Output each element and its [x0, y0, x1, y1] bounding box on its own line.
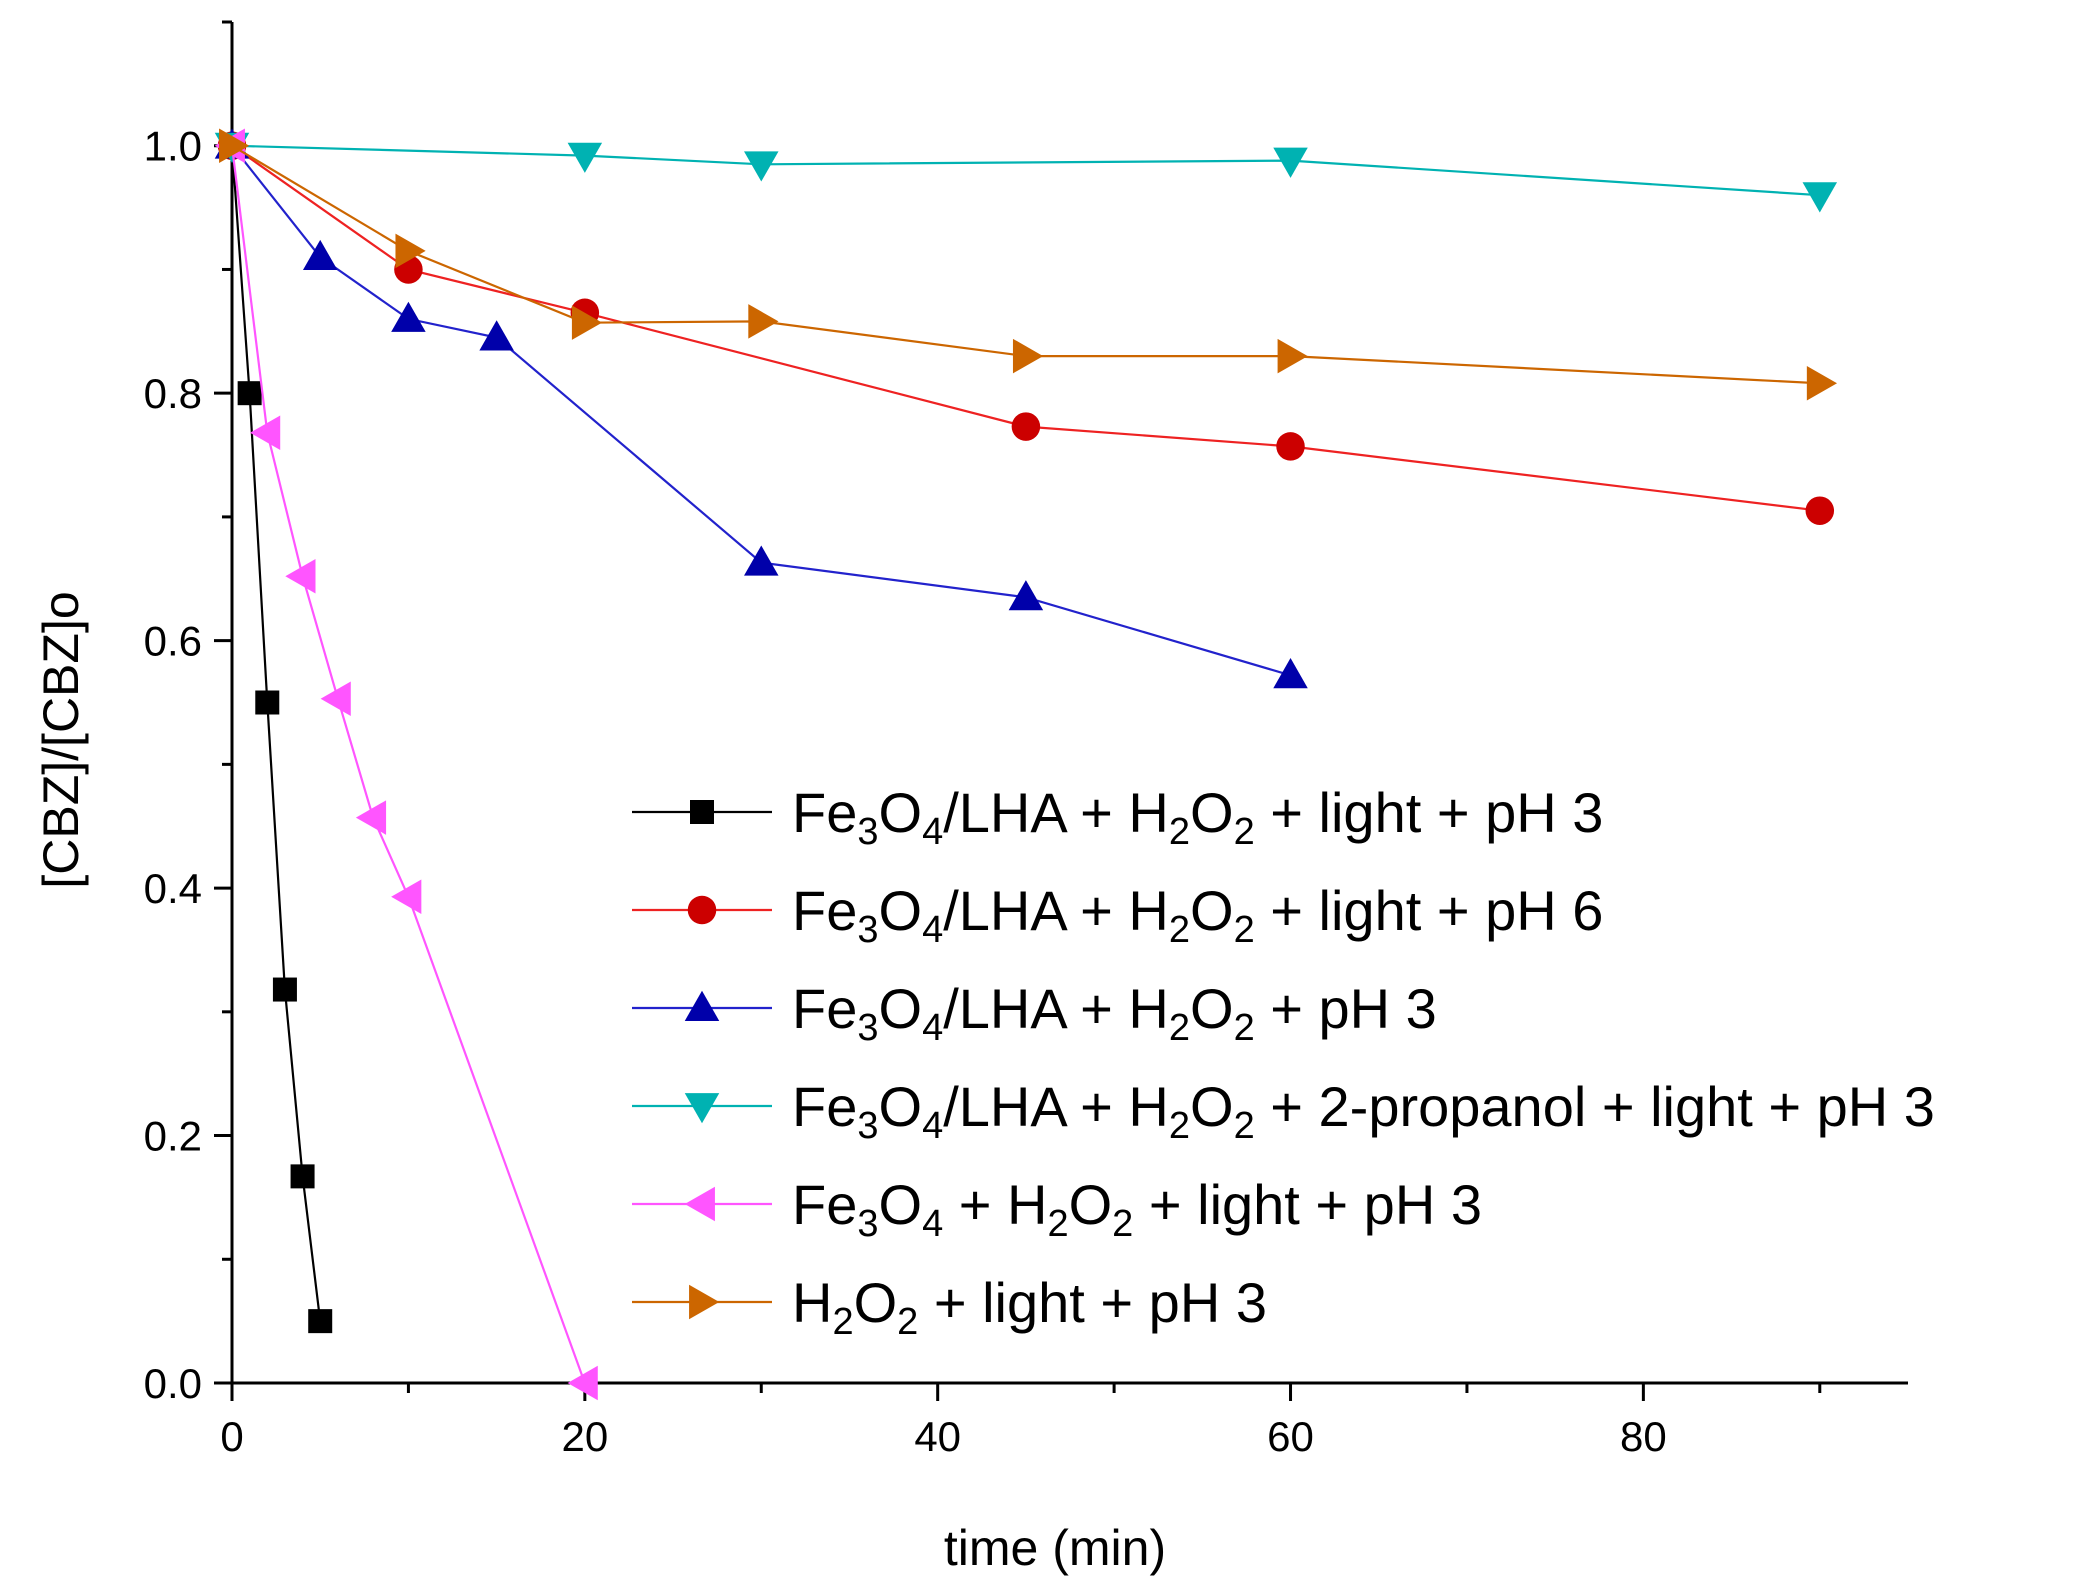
data-point	[1277, 338, 1308, 374]
x-tick-label: 0	[220, 1413, 243, 1460]
series-6	[219, 128, 1838, 401]
legend-marker	[684, 1186, 715, 1222]
legend-marker	[687, 895, 717, 925]
legend-marker	[684, 990, 720, 1021]
data-point	[355, 800, 387, 835]
data-point	[744, 545, 779, 576]
data-point	[567, 1365, 598, 1401]
legend-label: Fe3O4/LHA + H2O2 + 2-propanol + light + …	[792, 1075, 1935, 1147]
series-3	[214, 128, 1308, 689]
legend-marker	[690, 800, 714, 824]
data-point	[1273, 658, 1308, 689]
series-2	[217, 131, 1835, 525]
y-tick-label: 1.0	[144, 123, 202, 170]
data-point	[395, 233, 426, 269]
data-point	[391, 301, 426, 332]
series-4	[214, 132, 1838, 213]
data-point	[744, 151, 779, 182]
y-tick-label: 0.4	[144, 865, 202, 912]
data-point	[1011, 412, 1041, 441]
legend-label: Fe3O4 + H2O2 + light + pH 3	[792, 1173, 1482, 1245]
y-tick-label: 0.6	[144, 618, 202, 665]
series-5	[214, 128, 598, 1401]
legend-label: Fe3O4/LHA + H2O2 + light + pH 6	[792, 879, 1603, 951]
data-point	[255, 690, 280, 715]
data-point	[571, 305, 603, 340]
data-point	[290, 1164, 315, 1189]
legend-entry-2: Fe3O4/LHA + H2O2 + light + pH 6	[632, 879, 1603, 951]
legend: Fe3O4/LHA + H2O2 + light + pH 3 Fe3O4/LHA…	[632, 781, 1935, 1343]
data-point	[219, 128, 250, 163]
data-point	[748, 304, 779, 339]
x-tick-label: 60	[1267, 1413, 1314, 1460]
data-point	[308, 1309, 333, 1334]
data-point	[1273, 147, 1308, 178]
data-point	[1008, 580, 1044, 611]
data-point	[567, 142, 603, 173]
data-point	[1802, 182, 1838, 213]
legend-entry-5: Fe3O4 + H2O2 + light + pH 3	[632, 1173, 1482, 1245]
series-line	[231, 144, 1820, 197]
data-point	[272, 977, 297, 1002]
legend-label: Fe3O4/LHA + H2O2 + pH 3	[792, 977, 1437, 1049]
series-line	[230, 145, 322, 1322]
series-line	[231, 144, 1820, 512]
data-point	[1012, 338, 1044, 374]
series-line	[231, 145, 1291, 677]
series-layer	[214, 128, 1838, 1401]
series-1	[220, 133, 333, 1334]
y-tick-label: 0.2	[144, 1113, 202, 1160]
legend-entry-4: Fe3O4/LHA + H2O2 + 2-propanol + light + …	[632, 1075, 1935, 1147]
y-axis-label: [CBZ]/[CBZ]o	[33, 591, 89, 888]
legend-label: Fe3O4/LHA + H2O2 + light + pH 3	[792, 781, 1603, 853]
y-tick-label: 0.8	[144, 370, 202, 417]
legend-label: H2O2 + light + pH 3	[792, 1271, 1267, 1343]
data-point	[1806, 366, 1838, 401]
data-point	[479, 320, 514, 351]
x-tick-label: 40	[914, 1413, 961, 1460]
data-point	[237, 381, 262, 406]
data-point	[302, 239, 338, 271]
data-point	[250, 415, 281, 451]
legend-entry-1: Fe3O4/LHA + H2O2 + light + pH 3	[632, 781, 1603, 853]
legend-marker	[689, 1284, 720, 1320]
data-point	[391, 879, 422, 915]
data-point	[285, 559, 316, 594]
x-tick-label: 80	[1620, 1413, 1667, 1460]
legend-marker	[684, 1093, 720, 1124]
legend-entry-3: Fe3O4/LHA + H2O2 + pH 3	[632, 977, 1437, 1049]
data-point	[1805, 496, 1835, 525]
x-tick-label: 20	[561, 1413, 608, 1460]
legend-entry-6: H2O2 + light + pH 3	[632, 1271, 1267, 1343]
y-tick-label: 0.0	[144, 1360, 202, 1407]
x-axis-label: time (min)	[944, 1520, 1166, 1576]
axes: 0 20 40 60 80 0.0 0.2 0.4 0.6 0.8 1.0	[144, 20, 1908, 1460]
data-point	[320, 681, 351, 717]
data-point	[1276, 432, 1305, 461]
